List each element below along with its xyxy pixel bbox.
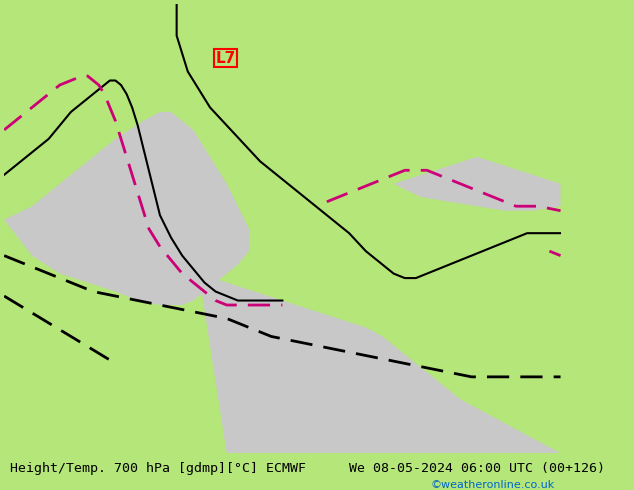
PathPatch shape (394, 157, 560, 211)
PathPatch shape (4, 112, 249, 305)
Text: Height/Temp. 700 hPa [gdmp][°C] ECMWF: Height/Temp. 700 hPa [gdmp][°C] ECMWF (10, 462, 306, 475)
Text: ©weatheronline.co.uk: ©weatheronline.co.uk (430, 480, 555, 490)
PathPatch shape (199, 273, 560, 453)
Text: L7: L7 (216, 50, 236, 66)
Text: We 08-05-2024 06:00 UTC (00+126): We 08-05-2024 06:00 UTC (00+126) (349, 462, 605, 475)
